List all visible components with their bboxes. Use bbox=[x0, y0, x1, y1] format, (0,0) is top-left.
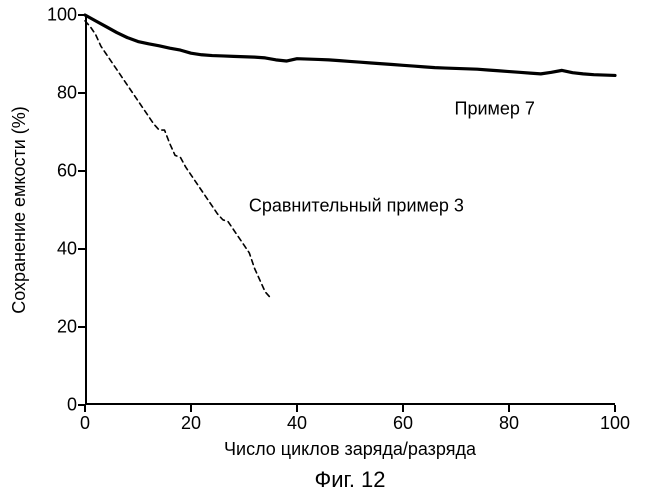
series-label-example7: Пример 7 bbox=[455, 98, 535, 119]
figure-container: { "layout": { "canvas_w": 651, "canvas_h… bbox=[0, 0, 651, 500]
series-example7 bbox=[85, 15, 615, 75]
y-tick-label: 20 bbox=[45, 317, 77, 338]
x-tick-label: 20 bbox=[181, 413, 201, 434]
y-tick-label: 60 bbox=[45, 161, 77, 182]
series-label-comparative3: Сравнительный пример 3 bbox=[249, 196, 464, 217]
y-tick-label: 0 bbox=[45, 395, 77, 416]
x-tick bbox=[614, 405, 616, 412]
y-tick-label: 80 bbox=[45, 83, 77, 104]
y-tick-label: 40 bbox=[45, 239, 77, 260]
chart-svg bbox=[0, 0, 651, 500]
x-tick bbox=[402, 405, 404, 412]
y-tick bbox=[78, 248, 85, 250]
x-tick-label: 60 bbox=[393, 413, 413, 434]
x-axis-title: Число циклов заряда/разряда bbox=[224, 439, 476, 460]
x-tick-label: 0 bbox=[80, 413, 90, 434]
figure-caption: Фиг. 12 bbox=[314, 467, 385, 493]
y-tick bbox=[78, 14, 85, 16]
x-tick-label: 40 bbox=[287, 413, 307, 434]
x-tick bbox=[190, 405, 192, 412]
y-tick bbox=[78, 326, 85, 328]
x-tick bbox=[296, 405, 298, 412]
x-tick bbox=[508, 405, 510, 412]
y-axis-title: Сохранение емкости (%) bbox=[9, 106, 30, 314]
y-tick-label: 100 bbox=[45, 5, 77, 26]
y-tick bbox=[78, 92, 85, 94]
x-tick bbox=[84, 405, 86, 412]
x-tick-label: 80 bbox=[499, 413, 519, 434]
series-comparative3 bbox=[85, 21, 271, 298]
x-tick-label: 100 bbox=[600, 413, 630, 434]
y-tick bbox=[78, 170, 85, 172]
